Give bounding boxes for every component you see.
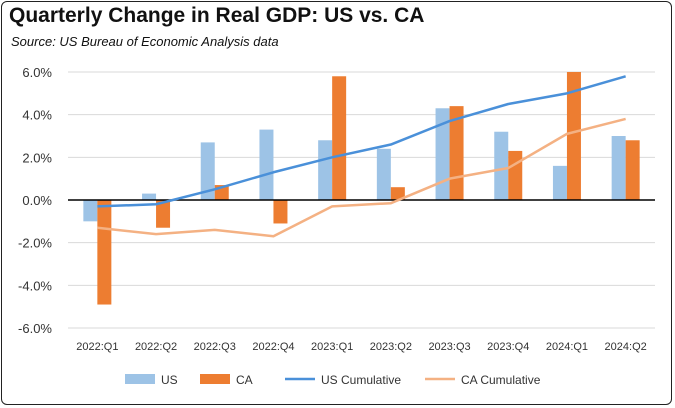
bar-us xyxy=(318,140,333,200)
legend-label-ca-cumulative: CA Cumulative xyxy=(461,373,541,387)
x-tick-label: 2022:Q2 xyxy=(135,341,177,353)
bar-us xyxy=(376,148,391,200)
bar-ca xyxy=(97,200,112,305)
legend-label-ca: CA xyxy=(236,373,253,387)
x-tick-label: 2023:Q4 xyxy=(487,341,529,353)
y-tick-label: 6.0% xyxy=(22,65,52,80)
y-tick-label: -2.0% xyxy=(18,236,52,251)
x-tick-label: 2022:Q3 xyxy=(194,341,236,353)
bar-ca xyxy=(625,140,640,200)
x-tick-label: 2024:Q2 xyxy=(605,341,647,353)
bar-ca xyxy=(156,200,171,228)
legend-label-us-cumulative: US Cumulative xyxy=(321,373,401,387)
line-us-cumulative xyxy=(97,75,626,208)
bar-us xyxy=(142,193,157,200)
bar-us xyxy=(611,136,626,200)
bar-ca xyxy=(566,72,581,200)
bar-us xyxy=(259,129,274,200)
x-tick-label: 2023:Q2 xyxy=(370,341,412,353)
legend-swatch-us xyxy=(125,374,155,384)
y-tick-label: -6.0% xyxy=(18,321,52,336)
y-tick-label: 4.0% xyxy=(22,108,52,123)
x-tick-label: 2022:Q1 xyxy=(76,341,118,353)
line-ca-cumulative xyxy=(97,117,626,238)
y-tick-label: 2.0% xyxy=(22,150,52,165)
chart-subtitle: Source: US Bureau of Economic Analysis d… xyxy=(11,34,279,49)
bar-ca xyxy=(332,76,347,200)
legend-swatch-ca xyxy=(200,374,230,384)
bar-us xyxy=(435,108,450,200)
legend-label-us: US xyxy=(161,373,178,387)
y-tick-label: 0.0% xyxy=(22,193,52,208)
bar-us xyxy=(494,131,509,200)
chart-title: Quarterly Change in Real GDP: US vs. CA xyxy=(9,4,425,27)
bar-us xyxy=(83,200,98,222)
bar-ca xyxy=(508,150,523,200)
x-tick-label: 2023:Q3 xyxy=(428,341,470,353)
bar-us xyxy=(552,165,567,200)
bar-ca xyxy=(390,187,405,200)
bar-us xyxy=(200,142,215,200)
y-tick-label: -4.0% xyxy=(18,278,52,293)
bar-ca xyxy=(273,200,288,224)
x-tick-label: 2024:Q1 xyxy=(546,341,588,353)
x-tick-label: 2023:Q1 xyxy=(311,341,353,353)
x-tick-label: 2022:Q4 xyxy=(252,341,294,353)
